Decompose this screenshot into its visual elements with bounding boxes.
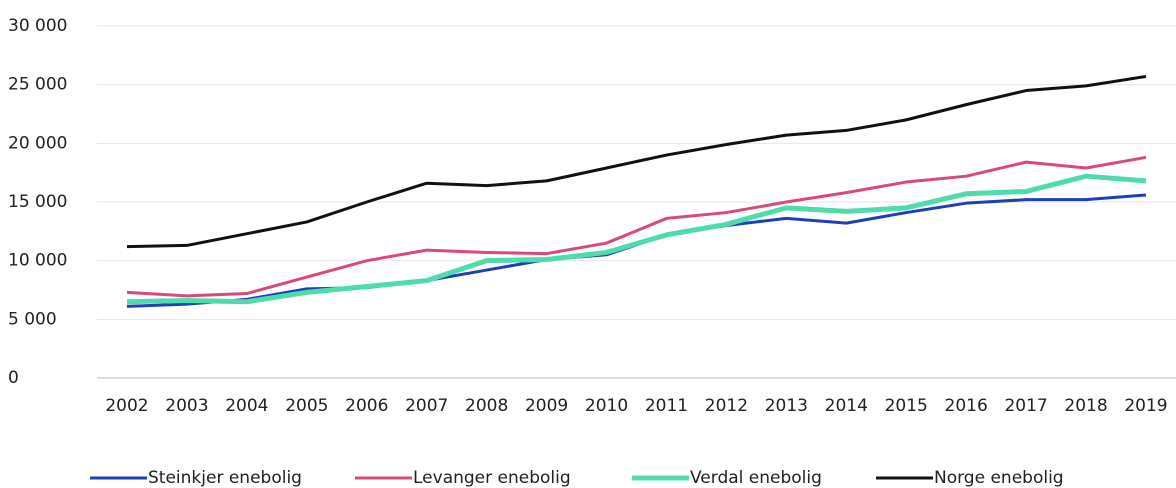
y-tick-label: 15 000 (8, 192, 67, 212)
y-tick-label: 0 (8, 368, 19, 388)
y-tick-label: 25 000 (8, 75, 67, 95)
x-tick-label: 2013 (765, 396, 808, 416)
x-tick-label: 2017 (1004, 396, 1047, 416)
y-tick-label: 30 000 (8, 16, 67, 36)
x-tick-label: 2009 (525, 396, 568, 416)
x-tick-label: 2016 (945, 396, 988, 416)
x-tick-label: 2011 (645, 396, 688, 416)
series-line (126, 173, 1147, 305)
x-tick-label: 2007 (405, 396, 448, 416)
x-tick-label: 2005 (285, 396, 328, 416)
x-tick-label: 2004 (225, 396, 268, 416)
legend-label: Levanger enebolig (413, 468, 571, 488)
series-line (126, 193, 1147, 308)
x-tick-label: 2015 (885, 396, 928, 416)
x-tick-label: 2019 (1124, 396, 1167, 416)
y-tick-label: 5 000 (8, 309, 57, 329)
series-line (126, 155, 1147, 298)
series-line (126, 74, 1147, 249)
legend-label: Norge enebolig (934, 468, 1064, 488)
y-tick-label: 10 000 (8, 251, 67, 271)
legend-label: Steinkjer enebolig (148, 468, 302, 488)
x-tick-label: 2014 (825, 396, 868, 416)
y-tick-label: 20 000 (8, 133, 67, 153)
x-tick-label: 2006 (345, 396, 388, 416)
x-tick-label: 2012 (705, 396, 748, 416)
x-tick-label: 2002 (105, 396, 148, 416)
x-tick-label: 2008 (465, 396, 508, 416)
x-tick-label: 2018 (1064, 396, 1107, 416)
x-tick-label: 2003 (165, 396, 208, 416)
x-tick-label: 2010 (585, 396, 628, 416)
legend-label: Verdal enebolig (690, 468, 822, 488)
